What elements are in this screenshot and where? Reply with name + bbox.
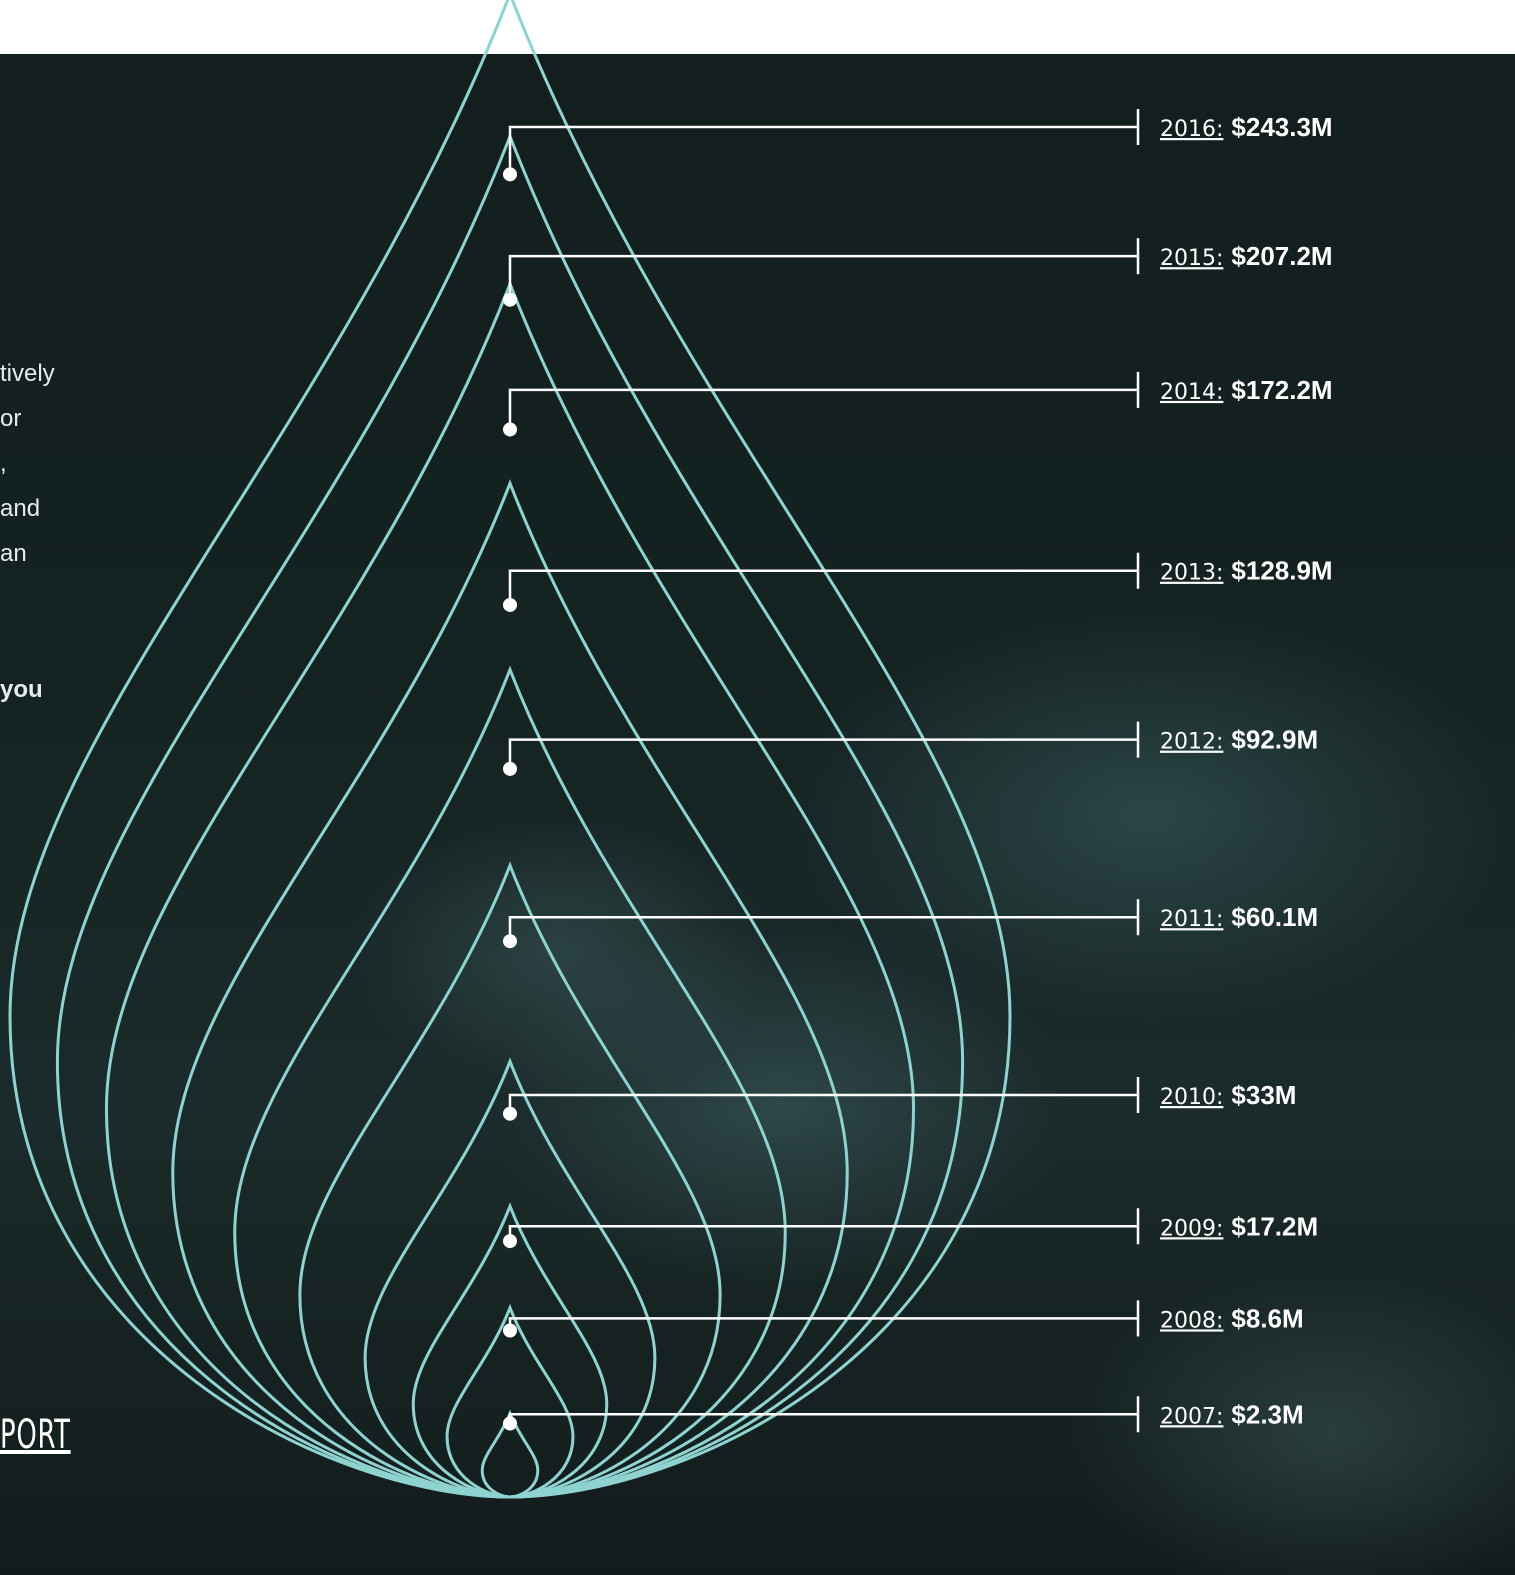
amount-label-2010: $33M [1231, 1080, 1296, 1110]
amount-label-2009: $17.2M [1231, 1211, 1318, 1241]
year-label-2014: 2014: [1160, 380, 1223, 405]
report-link[interactable]: PORT [0, 1412, 71, 1458]
leader-line-2016 [508, 125, 1138, 175]
leader-line-2014 [508, 388, 1138, 430]
data-point-2013 [503, 597, 517, 612]
year-label-2010: 2010: [1160, 1085, 1223, 1110]
data-point-2015 [503, 292, 517, 307]
amount-label-2007: $2.3M [1231, 1399, 1303, 1429]
intro-text-line-2: or [0, 405, 22, 432]
year-label-2015: 2015: [1160, 246, 1223, 271]
data-point-2014 [503, 422, 517, 437]
leader-line-2012 [508, 738, 1138, 769]
drop-2013 [171, 479, 849, 1499]
value-label-2012: 2012: $92.9M [1160, 725, 1318, 755]
intro-text-line-4: and [0, 495, 41, 522]
value-label-2016: 2016: $243.3M [1160, 112, 1333, 142]
leader-lines [503, 109, 1140, 1433]
drop-2014 [104, 279, 916, 1499]
year-label-2007: 2007: [1160, 1404, 1223, 1429]
amount-label-2015: $207.2M [1231, 241, 1332, 271]
drop-2009 [411, 1202, 609, 1499]
value-label-2013: 2013: $128.9M [1160, 556, 1333, 586]
data-point-2012 [503, 761, 517, 776]
amount-label-2016: $243.3M [1231, 112, 1332, 142]
drop-shapes [8, 0, 1012, 1499]
value-label-2010: 2010: $33M [1160, 1080, 1296, 1110]
data-point-2009 [503, 1234, 517, 1249]
intro-text-bold: you [0, 676, 43, 703]
data-point-2010 [503, 1106, 517, 1121]
value-label-2011: 2011: $60.1M [1160, 902, 1318, 932]
drop-2010 [363, 1057, 657, 1499]
leader-line-2011 [508, 915, 1138, 942]
value-label-2015: 2015: $207.2M [1160, 241, 1333, 271]
amount-label-2011: $60.1M [1231, 902, 1318, 932]
value-label-2014: 2014: $172.2M [1160, 375, 1333, 405]
value-labels: 2016: $243.3M 2015: $207.2M 2014: $172.2M 2013… [1160, 112, 1333, 1429]
data-point-2007 [503, 1416, 517, 1431]
intro-text-line-1: tively [0, 360, 55, 387]
amount-label-2013: $128.9M [1231, 556, 1332, 586]
leader-line-2008 [508, 1317, 1138, 1331]
year-label-2016: 2016: [1160, 117, 1223, 142]
leader-line-2010 [508, 1093, 1138, 1114]
amount-label-2008: $8.6M [1231, 1303, 1303, 1333]
value-label-2009: 2009: $17.2M [1160, 1211, 1318, 1241]
year-label-2011: 2011: [1160, 907, 1223, 932]
year-label-2012: 2012: [1160, 730, 1223, 755]
data-point-2008 [503, 1323, 517, 1338]
data-point-2016 [503, 167, 517, 182]
drop-2011 [298, 861, 722, 1499]
chart-background [0, 54, 1515, 1575]
year-label-2013: 2013: [1160, 561, 1223, 586]
leader-line-2015 [508, 254, 1138, 300]
value-label-2008: 2008: $8.6M [1160, 1303, 1304, 1333]
drop-2015 [55, 132, 965, 1499]
drop-2007 [480, 1409, 540, 1499]
leader-line-2013 [508, 569, 1138, 605]
intro-text-line-5: an [0, 540, 27, 567]
year-label-2009: 2009: [1160, 1216, 1223, 1241]
intro-text-line-3: , [0, 450, 7, 477]
amount-label-2014: $172.2M [1231, 375, 1332, 405]
value-label-2007: 2007: $2.3M [1160, 1399, 1304, 1429]
year-label-2008: 2008: [1160, 1308, 1223, 1333]
data-point-2011 [503, 934, 517, 949]
amount-label-2012: $92.9M [1231, 725, 1318, 755]
